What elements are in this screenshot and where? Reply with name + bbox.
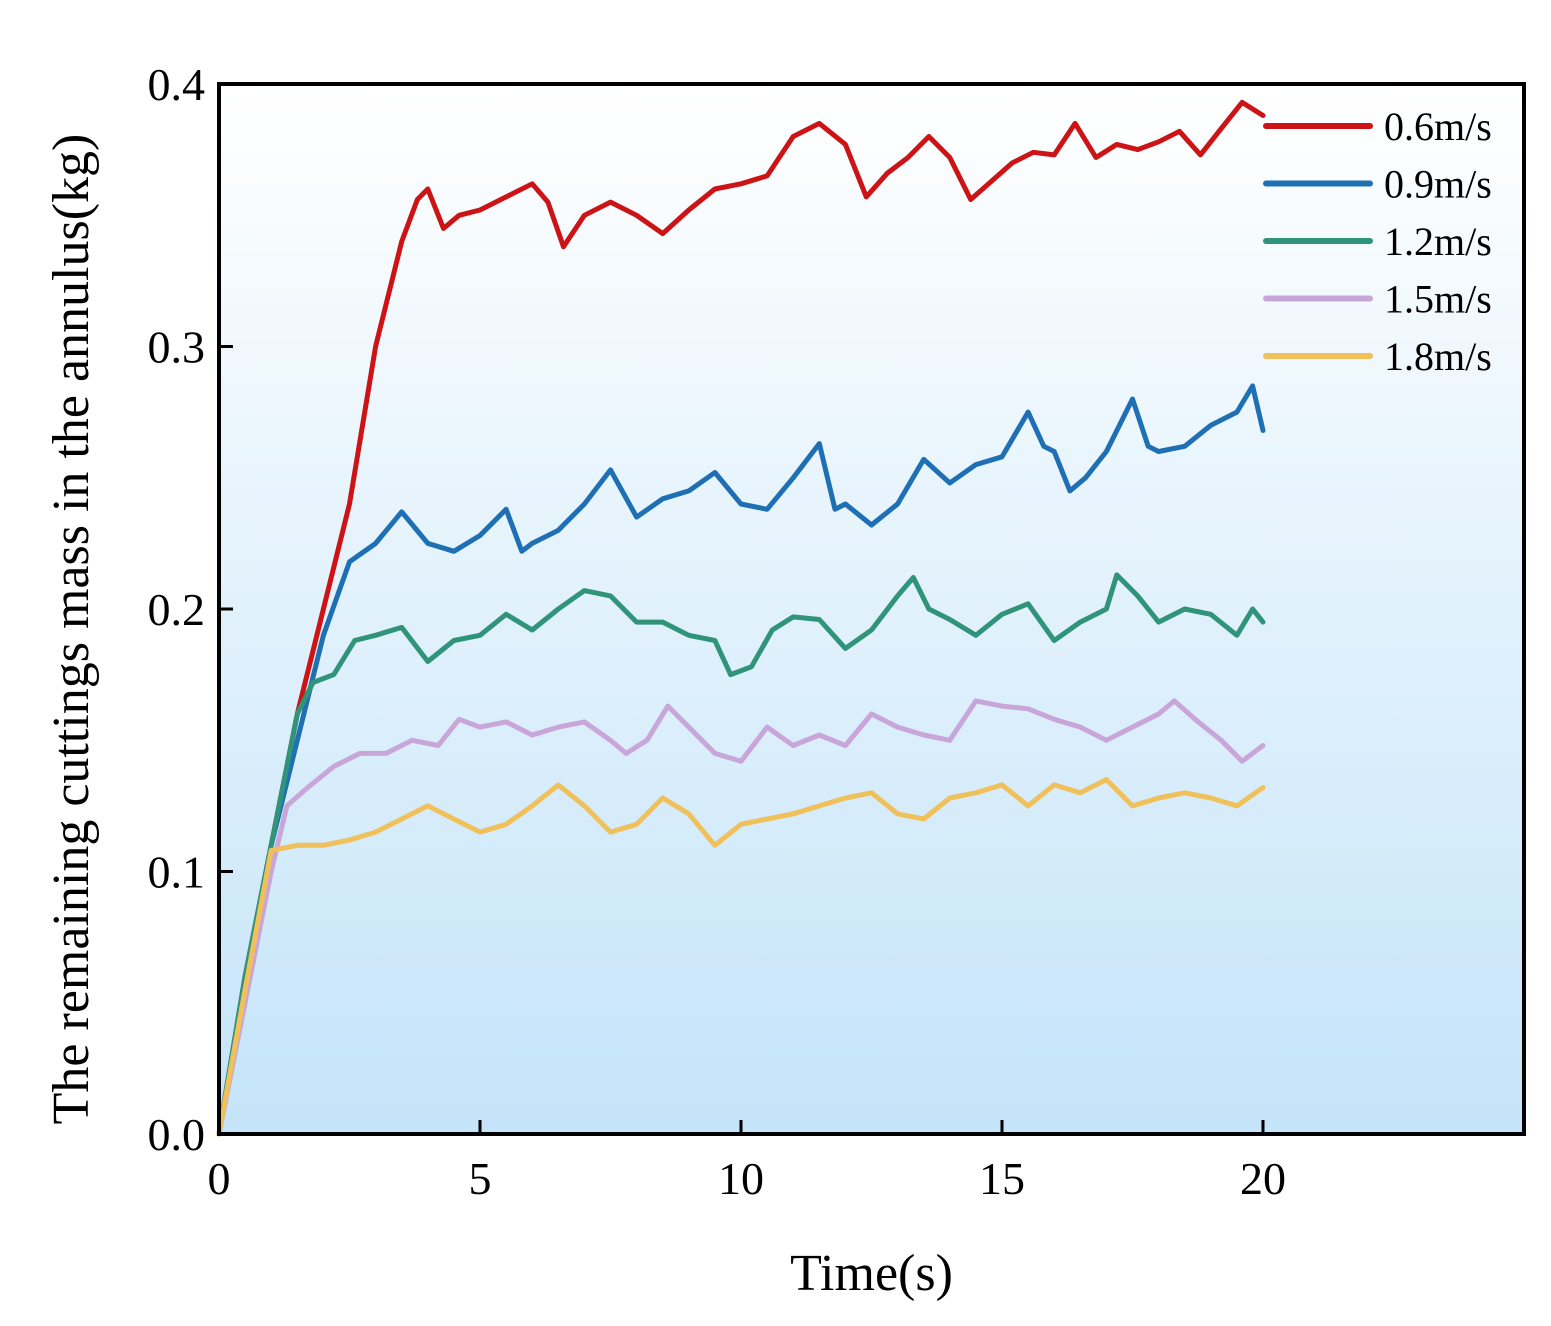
x-tick-label: 10: [718, 1153, 764, 1204]
series-line-1: [216, 383, 1266, 1137]
legend-label-0: 0.6m/s: [1384, 104, 1492, 149]
x-tick-label: 0: [208, 1153, 231, 1204]
y-axis-title: The remaining cuttings mass in the annul…: [43, 134, 100, 1125]
series-layer: [216, 99, 1266, 1137]
x-tick-label: 20: [1240, 1153, 1286, 1204]
x-tick-label: 5: [469, 1153, 492, 1204]
series-line-3: [216, 698, 1266, 1137]
y-tick-label: 0.0: [148, 1109, 206, 1160]
y-tick-label: 0.2: [148, 584, 206, 635]
y-tick-label: 0.1: [148, 847, 206, 898]
series-line-4: [216, 777, 1266, 1137]
y-tick-label: 0.4: [148, 59, 206, 110]
series-line-0: [216, 99, 1266, 1137]
legend-label-2: 1.2m/s: [1384, 219, 1492, 264]
series-line-2: [216, 572, 1266, 1137]
legend-label-4: 1.8m/s: [1384, 334, 1492, 379]
legend: 0.6m/s 0.9m/s 1.2m/s 1.5m/s 1.8m/s: [1263, 104, 1492, 379]
y-tick-label: 0.3: [148, 322, 206, 373]
plot-background: [219, 84, 1524, 1134]
legend-label-3: 1.5m/s: [1384, 277, 1492, 322]
x-tick-label: 15: [979, 1153, 1025, 1204]
axis-ticks: 0 5 10 15 20 0.0 0.1 0.2 0.3 0.4: [148, 59, 1287, 1204]
x-axis-title: Time(s): [790, 1245, 953, 1302]
legend-label-1: 0.9m/s: [1384, 162, 1492, 207]
